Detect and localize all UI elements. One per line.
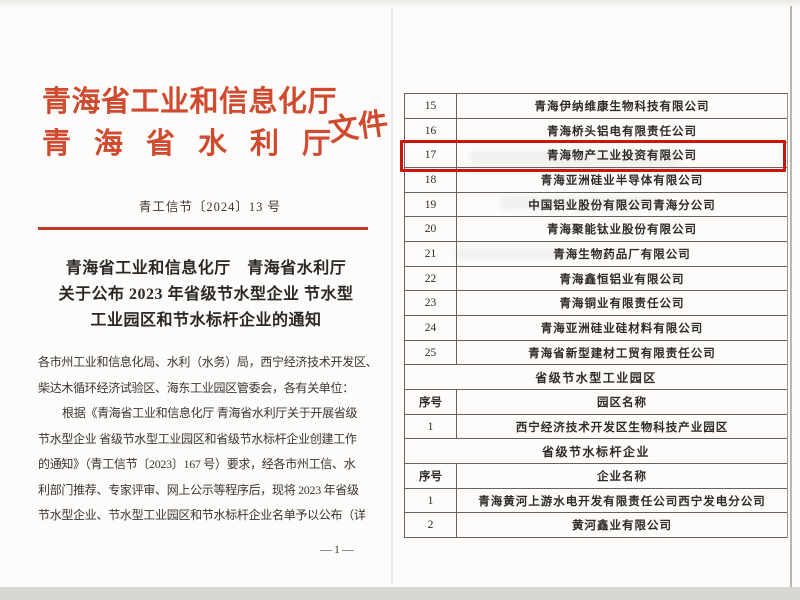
row-number-cell: 24 xyxy=(405,316,457,340)
company-name-cell: 青海生物药品厂有限公司 xyxy=(553,248,691,261)
body-line: 节水型企业 省级节水型工业园区和省级节水标杆企业创建工作 xyxy=(38,431,357,446)
letterhead-line2: 青海省水利厅 xyxy=(42,128,355,160)
body-line: 节水型企业、节水型工业园区和节水标杆企业名单予以公布（详 xyxy=(38,508,366,522)
table-row: 21 青海生物药品厂有限公司 xyxy=(405,242,787,267)
notice-title-line3: 工业园区和节水标杆企业的通知 xyxy=(90,312,322,329)
red-divider-rule xyxy=(38,227,368,230)
header-name-cell: 企业名称 xyxy=(597,470,647,483)
scan-bleed-artifact xyxy=(470,150,680,168)
header-number-cell: 序号 xyxy=(405,390,457,414)
company-name-cell: 青海亚洲硅业硅材料有限公司 xyxy=(540,322,704,335)
table-row: 20 青海聚能钛业股份有限公司 xyxy=(405,217,787,243)
row-number-cell: 23 xyxy=(405,291,457,316)
enterprise-table: 15 青海伊纳维康生物科技有限公司 16 青海桥头铝电有限责任公司 17 青海物… xyxy=(404,93,788,539)
header-name-cell: 园区名称 xyxy=(597,396,647,409)
body-line: 利部门推荐、专家评审、网上公示等程序后，现将 2023 年省级 xyxy=(38,482,359,497)
section-title: 省级节水型工业园区 xyxy=(535,370,657,385)
row-number-cell: 15 xyxy=(405,94,457,118)
company-name-cell: 中国铝业股份有限公司青海分公司 xyxy=(528,199,716,212)
table-row: 2 黄河鑫业有限公司 xyxy=(405,513,787,539)
body-line: 的通知》（青工信节〔2023〕167 号）要求，经各市州工信、水 xyxy=(38,457,356,471)
row-number-cell: 21 xyxy=(405,242,457,266)
row-number-cell: 1 xyxy=(405,414,457,439)
notice-title-line1: 青海省工业和信息化厅 青海省水利厅 xyxy=(65,260,347,277)
scan-top-shadow xyxy=(0,0,800,8)
letterhead-line1: 青海省工业和信息化厅 xyxy=(42,86,338,118)
company-name-cell: 西宁经济技术开发区生物科技产业园区 xyxy=(515,421,729,434)
scan-bleed-artifact xyxy=(455,248,575,260)
page-right-edge xyxy=(790,6,792,587)
row-number-cell: 2 xyxy=(405,513,457,538)
section-title: 省级节水标杆企业 xyxy=(541,444,650,459)
body-line: 柴达木循环经济试验区、海东工业园区管委会，各有关单位： xyxy=(38,380,354,395)
table-row: 18 青海亚洲硅业半导体有限公司 xyxy=(405,168,787,193)
table-header-row: 序号 园区名称 xyxy=(405,390,787,415)
table-row: 15 青海伊纳维康生物科技有限公司 xyxy=(405,94,787,119)
notice-body: 各市州工业和信息化局、水利（水务）局，西宁经济技术开发区、 柴达木循环经济试验区… xyxy=(38,350,378,529)
company-name-cell: 青海桥头铝电有限责任公司 xyxy=(547,125,697,138)
company-name-cell: 黄河鑫业有限公司 xyxy=(572,520,672,533)
scan-bleed-artifact xyxy=(500,196,650,210)
notice-title: 青海省工业和信息化厅 青海省水利厅 关于公布 2023 年省级节水型企业 节水型… xyxy=(25,256,387,334)
document-number: 青工信节〔2024〕13 号 xyxy=(138,200,282,214)
company-name-cell: 青海铜业有限责任公司 xyxy=(559,298,685,311)
company-name-cell: 青海黄河上游水电开发有限责任公司西宁发电分公司 xyxy=(478,495,766,508)
page-number: —1— xyxy=(320,542,356,556)
row-number-cell: 16 xyxy=(405,118,457,143)
header-number-cell: 序号 xyxy=(405,464,457,488)
scan-bottom-band xyxy=(0,587,800,600)
left-page: 青海省工业和信息化厅 青海省水利厅 文件 青工信节〔2024〕13 号 青海省工… xyxy=(20,8,392,586)
row-number-cell: 20 xyxy=(405,217,457,242)
row-number-cell: 1 xyxy=(405,488,457,513)
section-title-row: 省级节水型工业园区 xyxy=(405,365,787,391)
row-number-cell: 18 xyxy=(405,168,457,192)
table-header-row: 序号 企业名称 xyxy=(405,464,787,489)
company-name-cell: 青海伊纳维康生物科技有限公司 xyxy=(534,100,710,113)
table-row: 1 青海黄河上游水电开发有限责任公司西宁发电分公司 xyxy=(405,488,787,514)
letterhead-document-suffix: 文件 xyxy=(326,106,391,148)
notice-title-line2: 关于公布 2023 年省级节水型企业 节水型 xyxy=(58,286,354,303)
row-number-cell: 19 xyxy=(405,192,457,217)
table-row: 19 中国铝业股份有限公司青海分公司 xyxy=(405,192,787,218)
company-name-cell: 青海物产工业投资有限公司 xyxy=(547,150,697,163)
company-name-cell: 青海鑫恒铝业有限公司 xyxy=(559,273,685,286)
table-row: 23 青海铜业有限责任公司 xyxy=(405,291,787,317)
body-line: 根据《青海省工业和信息化厅 青海省水利厅关于开展省级 xyxy=(62,406,358,420)
table-row: 24 青海亚洲硅业硅材料有限公司 xyxy=(405,316,787,341)
section-title-row: 省级节水标杆企业 xyxy=(405,439,787,465)
row-number-cell: 25 xyxy=(405,340,457,365)
company-name-cell: 青海省新型建材工贸有限责任公司 xyxy=(528,347,716,360)
table-row: 25 青海省新型建材工贸有限责任公司 xyxy=(405,340,787,366)
red-highlight-box xyxy=(400,140,786,172)
table-row: 22 青海鑫恒铝业有限公司 xyxy=(405,266,787,292)
row-number-cell: 22 xyxy=(405,266,457,291)
table-row: 1 西宁经济技术开发区生物科技产业园区 xyxy=(405,414,787,440)
table-row-highlighted: 17 青海物产工业投资有限公司 xyxy=(405,143,787,169)
company-name-cell: 青海聚能钛业股份有限公司 xyxy=(547,224,697,237)
body-line: 各市州工业和信息化局、水利（水务）局，西宁经济技术开发区、 xyxy=(38,355,378,369)
row-number-cell: 17 xyxy=(405,143,457,168)
company-name-cell: 青海亚洲硅业半导体有限公司 xyxy=(540,174,704,187)
page-gap-line xyxy=(391,8,393,584)
